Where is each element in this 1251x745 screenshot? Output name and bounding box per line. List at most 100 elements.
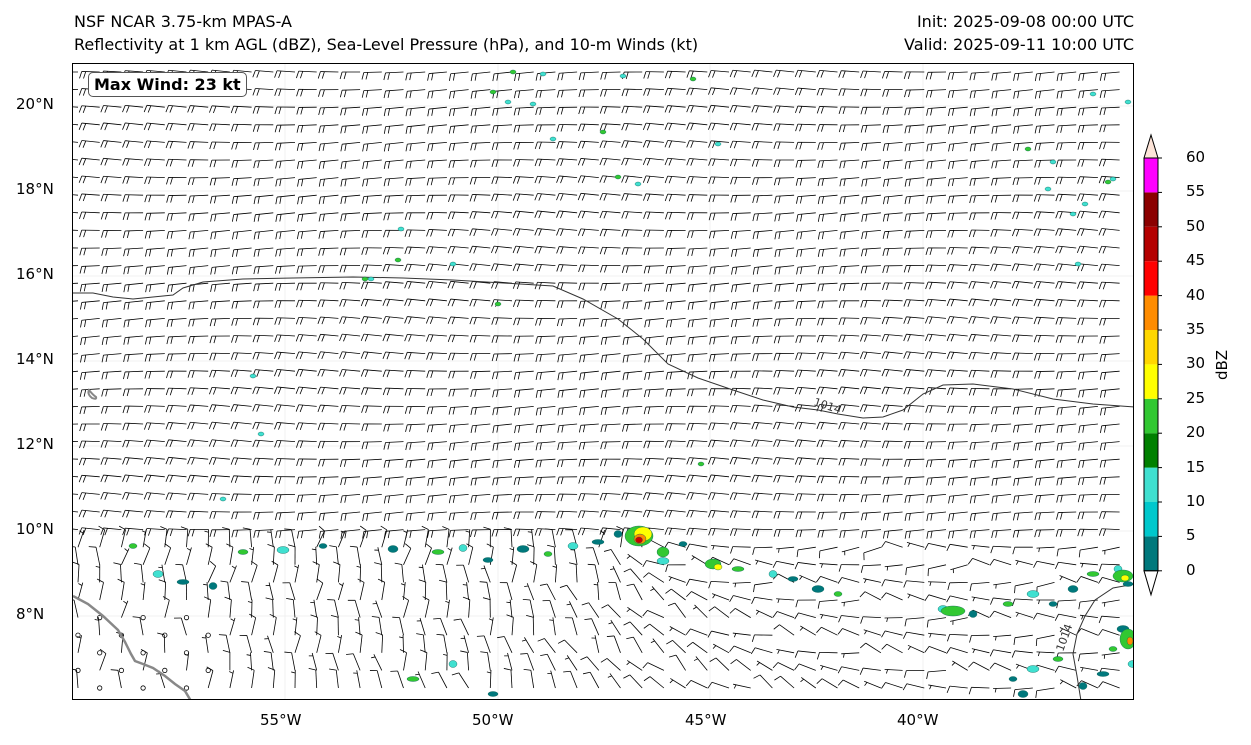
wind-barb: [580, 656, 600, 671]
wind-barb: [382, 246, 404, 255]
wind-barb: [144, 212, 165, 221]
wind-barb: [859, 591, 882, 601]
wind-barb: [622, 282, 643, 292]
wind-barb: [578, 458, 599, 467]
wind-barb: [166, 247, 187, 257]
wind-barb: [751, 105, 773, 113]
wind-barb: [948, 124, 968, 134]
wind-barb: [317, 440, 339, 449]
wind-barb: [664, 457, 686, 466]
wind-barb: [664, 122, 686, 131]
wind-barb: [578, 300, 599, 309]
wind-barb: [100, 474, 122, 483]
wind-barb: [904, 617, 925, 627]
wind-barb: [882, 124, 903, 134]
wind-barb: [73, 475, 79, 478]
wind-barb: [100, 492, 122, 500]
wind-barb: [263, 651, 274, 671]
wind-barb: [187, 387, 209, 395]
wind-barb: [360, 333, 382, 342]
echo-cell: [635, 536, 643, 544]
wind-barb: [841, 546, 860, 556]
wind-barb: [753, 582, 773, 593]
wind-barb: [730, 546, 751, 554]
echo-cell: [697, 461, 705, 467]
echo-cell: [731, 566, 745, 572]
wind-barb: [492, 494, 513, 503]
wind-barb: [881, 368, 903, 377]
echo-cell: [516, 545, 530, 553]
wind-barb: [1034, 511, 1055, 521]
wind-barb: [989, 649, 1012, 657]
echo-cell: [276, 546, 290, 554]
wind-barb: [795, 529, 816, 538]
wind-barb: [989, 558, 1012, 566]
wind-barb: [369, 670, 383, 689]
wind-barb: [383, 177, 404, 187]
calm-circle: [75, 632, 81, 638]
wind-barb: [201, 634, 209, 653]
wind-barb: [859, 667, 881, 675]
wind-barb: [729, 608, 751, 618]
map-panel[interactable]: 1014 1014: [72, 63, 1134, 700]
wind-barb: [492, 406, 513, 416]
wind-barb: [708, 140, 730, 149]
wind-barb: [469, 194, 491, 202]
wind-barb: [1098, 576, 1120, 584]
wind-barb: [1034, 494, 1055, 504]
wind-barb: [579, 370, 599, 381]
echo-cell: [509, 69, 517, 75]
wind-barb: [925, 405, 947, 413]
wind-barb: [1098, 228, 1120, 236]
wind-barb: [664, 87, 686, 96]
wind-barb: [968, 686, 990, 695]
wind-barb: [709, 282, 730, 293]
wind-barb: [361, 247, 382, 255]
wind-barb: [448, 124, 469, 134]
wind-barb: [110, 669, 122, 689]
wind-barb: [512, 245, 534, 254]
wind-barb: [687, 388, 708, 397]
wind-barb: [709, 353, 730, 362]
wind-barb: [382, 369, 404, 378]
wind-barb: [969, 423, 990, 432]
wind-barb: [644, 318, 664, 328]
wind-barb: [145, 265, 165, 275]
wind-barb: [816, 87, 838, 96]
colorbar-tick-label: 0: [1186, 560, 1196, 579]
wind-barb: [275, 230, 296, 240]
wind-barb: [275, 177, 296, 187]
wind-barb: [599, 123, 621, 131]
wind-barb: [584, 618, 600, 636]
wind-barb: [535, 353, 556, 362]
wind-barb: [643, 623, 665, 636]
wind-barb: [928, 632, 947, 638]
wind-barb: [535, 458, 556, 468]
wind-barb: [708, 87, 730, 96]
wind-barb: [1099, 317, 1120, 326]
wind-barb: [794, 457, 816, 465]
wind-barb: [187, 105, 209, 113]
wind-barb: [390, 670, 404, 689]
wind-barb: [399, 649, 407, 671]
wind-barb: [969, 177, 990, 186]
wind-barb: [991, 511, 1012, 521]
wind-barb: [990, 388, 1012, 396]
wind-barb: [361, 441, 382, 450]
wind-barb: [418, 564, 426, 583]
wind-barb: [882, 494, 903, 503]
wind-barb: [1101, 652, 1120, 659]
wind-barb: [773, 141, 795, 150]
wind-barb: [100, 175, 122, 184]
wind-barb: [448, 370, 469, 379]
wind-barb: [817, 282, 838, 292]
wind-barb: [693, 656, 708, 671]
wind-barb: [904, 159, 925, 170]
wind-barb: [275, 265, 296, 274]
wind-barb: [222, 650, 231, 671]
calm-circle: [140, 614, 146, 621]
echo-cell: [458, 544, 468, 552]
wind-barb: [252, 475, 274, 484]
wind-barb: [361, 264, 382, 273]
wind-barb: [73, 71, 79, 73]
